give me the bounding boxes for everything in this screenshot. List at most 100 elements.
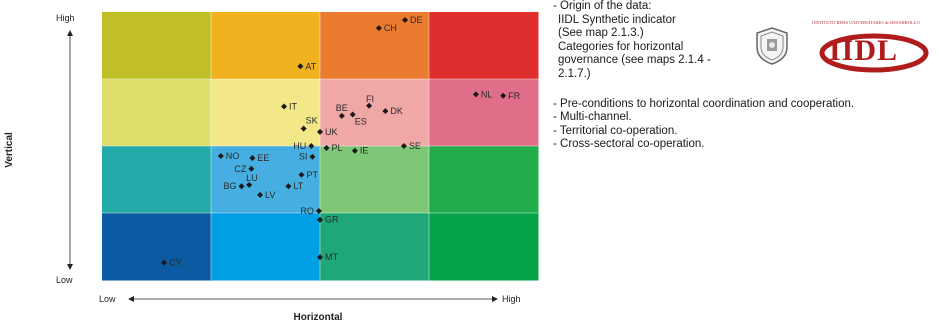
point-de — [402, 17, 409, 24]
origin-line: IIDL Synthetic indicator — [558, 13, 676, 26]
x-axis-arrow-left — [128, 296, 134, 302]
point-label: NO — [226, 151, 240, 161]
point-label: CH — [384, 23, 397, 33]
zone-cell — [320, 12, 430, 80]
y-axis-high-label: High — [56, 13, 75, 23]
point-uk — [317, 128, 323, 135]
origin-line: 2.1.7.) — [558, 67, 591, 80]
zone-cell — [102, 79, 212, 147]
point-label: IT — [289, 101, 298, 111]
point-hu — [308, 143, 315, 149]
zone-cell — [102, 146, 212, 214]
zone-cell — [429, 79, 539, 147]
point-se — [400, 143, 407, 149]
x-axis-low-label: Low — [99, 294, 116, 304]
point-es — [349, 111, 356, 118]
point-label: EE — [257, 153, 269, 163]
point-ie — [351, 147, 358, 154]
point-label: IE — [360, 146, 369, 156]
point-label: SE — [409, 141, 421, 151]
point-label: NL — [481, 89, 493, 99]
y-axis-arrow-down — [67, 264, 73, 270]
point-ro — [315, 207, 322, 214]
point-label: PT — [306, 170, 318, 180]
y-axis-title: Vertical — [4, 132, 15, 168]
chart: DE CH AT NL FR IT FI BE DK ES SK UK HU SE PL IE SI NO EE CZ… — [4, 12, 539, 323]
zone-cell — [320, 79, 430, 147]
point-label: UK — [325, 127, 338, 137]
zone-cell — [102, 12, 212, 80]
chart-svg: DE CH AT NL FR IT FI BE DK ES SK UK HU SE PL IE SI NO EE CZ… — [4, 12, 539, 323]
point-lt — [285, 183, 292, 190]
point-label: SI — [299, 152, 308, 162]
point-pt — [298, 171, 305, 178]
category-item: - Cross-sectoral co-operation. — [553, 138, 705, 151]
point-gr — [317, 216, 323, 223]
x-axis-high-label: High — [502, 294, 521, 304]
point-label: CY — [169, 258, 182, 268]
iidl-caption: INSTITUTO IDEIS UNIVERSITARIO de DESARRO… — [812, 20, 920, 25]
point-label: DK — [390, 106, 403, 116]
point-lv — [257, 191, 264, 198]
origin-line: Categories for horizontal — [558, 40, 684, 53]
point-label: MT — [325, 252, 338, 262]
x-axis-arrow-right — [492, 296, 498, 302]
point-be — [338, 112, 345, 119]
point-label: PL — [332, 143, 343, 153]
point-si — [309, 153, 316, 160]
point-label: RO — [300, 206, 314, 216]
point-label: LU — [246, 173, 258, 183]
point-ee — [249, 155, 256, 162]
point-label: DE — [410, 15, 423, 25]
point-it — [281, 103, 288, 110]
point-label: BG — [224, 181, 237, 191]
point-cz — [248, 165, 255, 172]
point-label: SK — [306, 116, 318, 126]
category-item: - Pre-conditions to horizontal coordinat… — [553, 97, 855, 110]
point-label: HU — [293, 141, 306, 151]
point-label: CZ — [234, 164, 246, 174]
point-at — [297, 63, 304, 70]
point-cy — [161, 259, 168, 266]
point-label: FR — [508, 91, 520, 101]
zone-cell — [211, 12, 321, 80]
point-fi — [366, 102, 373, 109]
x-axis-title: Horizontal — [294, 312, 343, 323]
y-axis-low-label: Low — [56, 275, 73, 285]
point-fr — [500, 92, 507, 99]
iidl-wordmark: IIDL — [829, 34, 899, 67]
data-origin-note: - Origin of the data: IIDL Synthetic ind… — [553, 0, 753, 82]
point-sk — [300, 125, 307, 132]
point-label: AT — [305, 61, 316, 71]
point-pl — [323, 145, 330, 152]
iidl-logo-icon — [819, 33, 929, 73]
point-label: GR — [325, 215, 339, 225]
category-list: - Pre-conditions to horizontal coordinat… — [553, 98, 938, 152]
zone-cell — [429, 146, 539, 214]
point-nl — [472, 91, 479, 98]
logos: INSTITUTO IDEIS UNIVERSITARIO de DESARRO… — [755, 20, 937, 75]
university-seal-icon — [756, 27, 788, 65]
point-label: LV — [265, 190, 275, 200]
point-mt — [317, 254, 323, 261]
origin-line: - Origin of the data: — [553, 0, 652, 12]
point-dk — [382, 108, 389, 115]
point-ch — [375, 25, 382, 32]
notes-panel: - Origin of the data: IIDL Synthetic ind… — [553, 0, 938, 152]
y-axis-arrow-up — [67, 30, 73, 36]
zone-cell — [429, 12, 539, 80]
category-item: - Territorial co-operation. — [553, 124, 678, 137]
zone-cell — [211, 213, 321, 281]
point-label: ES — [355, 117, 367, 127]
zone-cell — [320, 146, 430, 214]
point-lu — [246, 181, 253, 188]
point-label: FI — [366, 94, 374, 104]
origin-line: (See map 2.1.3.) — [558, 27, 644, 40]
zone-cell — [320, 213, 430, 281]
origin-line: governance (see maps 2.1.4 - — [558, 54, 711, 67]
point-no — [217, 153, 224, 160]
zone-cell — [211, 79, 321, 147]
point-label: BE — [336, 103, 348, 113]
zone-cell — [102, 213, 212, 281]
category-item: - Multi-channel. — [553, 111, 632, 124]
